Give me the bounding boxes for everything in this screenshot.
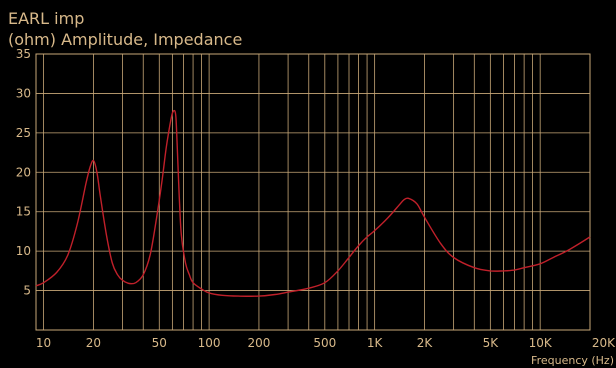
y-tick-label: 25 <box>16 126 31 140</box>
y-tick-label: 5 <box>23 284 31 298</box>
x-tick-label: 20 <box>86 336 101 350</box>
x-tick-label: 1K <box>367 336 384 350</box>
x-tick-label: 5K <box>483 336 500 350</box>
plot-frame <box>35 53 591 331</box>
y-tick-label: 35 <box>16 47 31 61</box>
y-tick-labels: 5 10 15 20 25 30 35 <box>16 47 31 298</box>
y-tick-label: 20 <box>16 165 31 179</box>
x-tick-label: 500 <box>313 336 336 350</box>
y-tick-label: 30 <box>16 86 31 100</box>
y-tick-label: 15 <box>16 205 31 219</box>
x-axis-label: Frequency (Hz) <box>531 354 614 367</box>
chart-title: EARL imp <box>8 9 84 28</box>
x-tick-label: 2K <box>417 336 434 350</box>
y-tick-label: 10 <box>16 244 31 258</box>
x-tick-label: 10 <box>36 336 51 350</box>
x-tick-label: 200 <box>247 336 270 350</box>
chart-subtitle: (ohm) Amplitude, Impedance <box>8 30 242 49</box>
x-tick-label: 10K <box>529 336 553 350</box>
grid-lines <box>36 54 590 330</box>
x-tick-label: 20K <box>592 336 616 350</box>
x-tick-label: 50 <box>152 336 167 350</box>
x-tick-labels: 10 20 50 100 200 500 1K 2K 5K 10K 20K <box>36 336 616 350</box>
x-tick-label: 100 <box>198 336 221 350</box>
impedance-series-line <box>35 109 591 297</box>
